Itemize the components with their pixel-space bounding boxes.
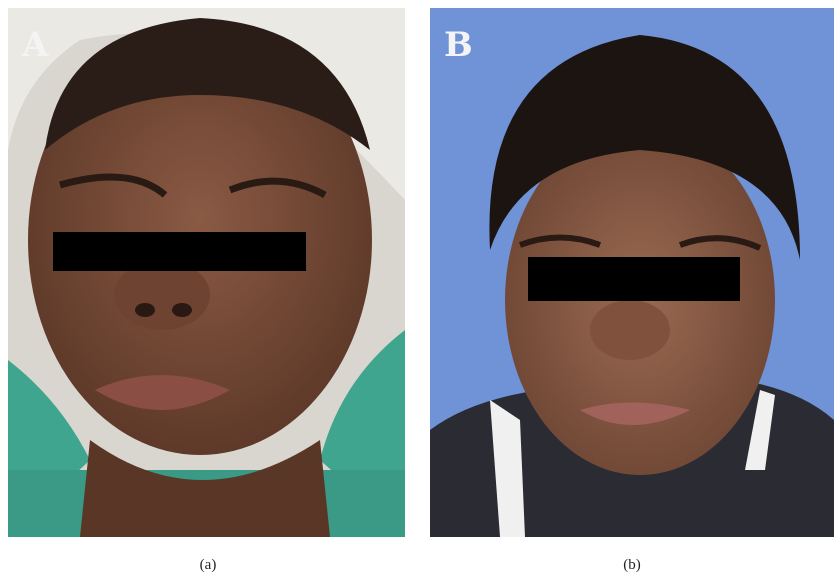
panel-letter: B: [444, 25, 473, 65]
redaction-bar: [528, 257, 740, 301]
panel-caption: (b): [623, 557, 641, 573]
photo-b: [430, 8, 834, 537]
panel-letter: A: [21, 25, 49, 65]
panel-caption: (a): [200, 557, 217, 573]
redaction-bar: [53, 232, 306, 271]
photo-a: [8, 8, 405, 537]
